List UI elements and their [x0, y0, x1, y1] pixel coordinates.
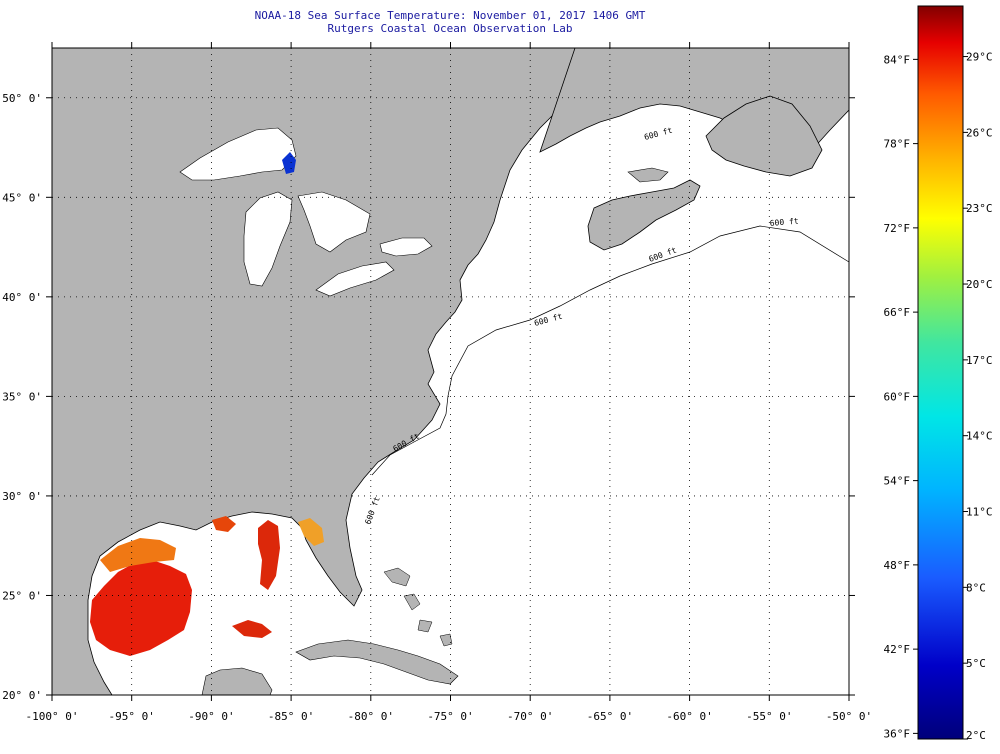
- colorbar-label-c: 29°C: [966, 51, 993, 64]
- lon-tick-label: -70° 0': [507, 710, 553, 723]
- lon-axis: -100° 0' -95° 0' -90° 0' -85° 0' -80° 0' -75°…: [26, 710, 873, 723]
- land-newfoundland: [705, 95, 823, 177]
- colorbar: [917, 5, 964, 740]
- lat-tick-label: 45° 0': [2, 191, 42, 204]
- land-yucatan: [201, 667, 273, 695]
- lat-tick-label: 25° 0': [2, 589, 42, 602]
- colorbar-label-f: 66°F: [884, 306, 911, 319]
- colorbar-celsius-labels: 29°C 26°C 23°C 20°C 17°C 14°C 11°C 8°C 5°C 2°C: [963, 51, 993, 742]
- lat-tick-label: 35° 0': [2, 390, 42, 403]
- land-bahamas: [383, 567, 453, 647]
- map-subtitle: Rutgers Coastal Ocean Observation Lab: [327, 22, 573, 35]
- colorbar-label-c: 14°C: [966, 430, 993, 443]
- sst-gulf-west: [90, 560, 192, 656]
- lat-tick-label: 50° 0': [2, 92, 42, 105]
- land-north-america: [52, 48, 576, 695]
- sst-florida-strait: [232, 620, 272, 638]
- colorbar-label-c: 5°C: [966, 657, 986, 670]
- colorbar-label-f: 84°F: [884, 53, 911, 66]
- colorbar-fahrenheit-labels: 84°F 78°F 72°F 66°F 60°F 54°F 48°F 42°F 36°F: [884, 53, 918, 740]
- lake-huron: [297, 191, 371, 253]
- lon-tick-label: -60° 0': [666, 710, 712, 723]
- colorbar-label-c: 26°C: [966, 126, 993, 139]
- lat-tick-label: 20° 0': [2, 689, 42, 702]
- lon-tick-label: -95° 0': [109, 710, 155, 723]
- axis-ticks: [46, 42, 855, 701]
- lon-tick-label: -65° 0': [587, 710, 633, 723]
- lat-axis: 20° 0' 25° 0' 30° 0' 35° 0' 40° 0' 45° 0' 50° …: [2, 92, 42, 702]
- colorbar-label-c: 2°C: [966, 729, 986, 742]
- graticule: [52, 48, 849, 695]
- map-title: NOAA-18 Sea Surface Temperature: Novembe…: [254, 9, 646, 22]
- lake-superior: [179, 127, 297, 181]
- lake-sst-patch: [282, 152, 296, 174]
- lat-tick-label: 30° 0': [2, 490, 42, 503]
- colorbar-label-c: 17°C: [966, 354, 993, 367]
- colorbar-label-f: 60°F: [884, 390, 911, 403]
- shelf-contour: [371, 225, 849, 476]
- sst-fl-apalachee: [298, 518, 324, 546]
- contour-label: 600 ft: [769, 216, 799, 228]
- colorbar-label-c: 20°C: [966, 278, 993, 291]
- land-pei: [627, 167, 669, 183]
- land-nova-scotia: [587, 179, 701, 251]
- sst-gulf-small: [212, 516, 236, 532]
- lon-tick-label: -50° 0': [826, 710, 872, 723]
- lon-tick-label: -85° 0': [268, 710, 314, 723]
- colorbar-label-f: 48°F: [884, 559, 911, 572]
- lon-tick-label: -75° 0': [427, 710, 473, 723]
- lon-tick-label: -100° 0': [26, 710, 79, 723]
- lake-ontario: [379, 237, 433, 257]
- colorbar-label-f: 78°F: [884, 138, 911, 151]
- colorbar-label-c: 8°C: [966, 581, 986, 594]
- lat-tick-label: 40° 0': [2, 291, 42, 304]
- colorbar-label-c: 23°C: [966, 202, 993, 215]
- colorbar-label-f: 42°F: [884, 643, 911, 656]
- lon-tick-label: -55° 0': [746, 710, 792, 723]
- land-cuba: [295, 639, 459, 685]
- lake-michigan: [243, 191, 293, 287]
- sst-gulf-orange: [100, 538, 176, 572]
- lake-erie: [315, 261, 395, 297]
- colorbar-label-f: 36°F: [884, 727, 911, 740]
- colorbar-label-c: 11°C: [966, 506, 993, 519]
- sst-gulf-central: [258, 520, 280, 590]
- lon-tick-label: -80° 0': [348, 710, 394, 723]
- colorbar-label-f: 72°F: [884, 222, 911, 235]
- colorbar-label-f: 54°F: [884, 475, 911, 488]
- lon-tick-label: -90° 0': [188, 710, 234, 723]
